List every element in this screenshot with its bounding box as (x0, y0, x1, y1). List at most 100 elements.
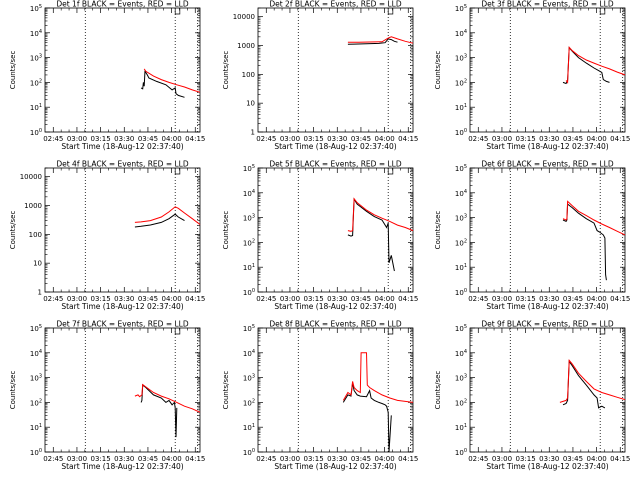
x-tick-label: 03:30 (539, 135, 559, 143)
x-axis-label: Start Time (18-Aug-12 02:37:40) (274, 462, 396, 471)
x-tick-label: 03:15 (304, 295, 324, 303)
interval-bracket (387, 328, 394, 335)
x-tick-label: 03:00 (492, 135, 512, 143)
x-tick-label: 03:30 (327, 455, 347, 463)
detector-panel-2: Det 2f BLACK = Events, RED = LLD 1 10 100 10… (222, 0, 418, 151)
detector-panel-6: Det 6f BLACK = Events, RED = LLD 100 101 10… (434, 160, 630, 312)
x-tick-label: 03:15 (304, 455, 324, 463)
x-tick-label: 02:45 (256, 295, 276, 303)
x-tick-label: 04:00 (375, 455, 395, 463)
y-tick-label: 104 (455, 29, 467, 38)
x-axis-label: Start Time (18-Aug-12 02:37:40) (61, 142, 183, 151)
y-tick-label: 103 (243, 214, 255, 223)
panel-title: Det 3f BLACK = Events, RED = LLD (481, 0, 614, 9)
panel-title: Det 6f BLACK = Events, RED = LLD (481, 160, 614, 169)
y-tick-label: 105 (30, 324, 42, 333)
x-axis-label: Start Time (18-Aug-12 02:37:40) (61, 302, 183, 311)
y-tick-label: 103 (30, 54, 42, 63)
x-tick-label: 02:45 (468, 455, 488, 463)
y-tick-label: 105 (30, 4, 42, 13)
y-tick-label: 103 (455, 54, 467, 63)
x-tick-label: 02:45 (43, 295, 63, 303)
x-tick-label: 04:15 (398, 135, 418, 143)
y-axis-label: Counts/sec (222, 51, 230, 90)
x-tick-label: 02:45 (43, 135, 63, 143)
y-tick-label: 101 (455, 263, 467, 272)
x-tick-label: 03:30 (539, 455, 559, 463)
x-tick-label: 03:00 (67, 455, 87, 463)
x-tick-label: 02:45 (256, 455, 276, 463)
x-tick-label: 03:15 (516, 295, 536, 303)
x-tick-label: 04:15 (398, 455, 418, 463)
plot-frame (257, 7, 414, 133)
y-tick-label: 105 (455, 324, 467, 333)
x-tick-label: 04:15 (610, 135, 630, 143)
interval-bracket (174, 8, 181, 15)
lld-series-line (347, 36, 414, 44)
panel-title: Det 7f BLACK = Events, RED = LLD (56, 320, 189, 329)
x-tick-label: 03:00 (492, 295, 512, 303)
x-tick-label: 04:15 (398, 295, 418, 303)
y-tick-label: 101 (243, 423, 255, 432)
x-tick-label: 04:15 (610, 455, 630, 463)
interval-bracket (387, 168, 394, 175)
detector-panel-7: Det 7f BLACK = Events, RED = LLD 100 101 10… (9, 320, 205, 472)
x-axis-label: Start Time (18-Aug-12 02:37:40) (274, 142, 396, 151)
x-tick-label: 03:45 (563, 295, 583, 303)
y-tick-label: 100 (243, 448, 255, 457)
detector-panel-9: Det 9f BLACK = Events, RED = LLD 100 101 10… (434, 320, 630, 472)
y-tick-label: 103 (455, 374, 467, 383)
y-tick-label: 10 (246, 100, 255, 108)
y-tick-label: 102 (243, 398, 255, 407)
x-tick-label: 03:30 (327, 135, 347, 143)
y-tick-label: 101 (243, 263, 255, 272)
x-axis-label: Start Time (18-Aug-12 02:37:40) (61, 462, 183, 471)
y-tick-label: 102 (455, 238, 467, 247)
events-series-line (342, 383, 392, 453)
lld-series-line (342, 352, 414, 403)
x-tick-label: 03:15 (516, 135, 536, 143)
y-tick-label: 104 (455, 189, 467, 198)
x-tick-label: 03:30 (539, 295, 559, 303)
x-axis-label: Start Time (18-Aug-12 02:37:40) (486, 302, 608, 311)
plot-frame (469, 167, 626, 293)
events-series-line (140, 384, 178, 438)
interval-bracket (599, 328, 606, 335)
y-tick-label: 102 (455, 78, 467, 87)
x-tick-label: 04:15 (185, 295, 205, 303)
y-axis-label: Counts/sec (222, 371, 230, 410)
y-axis-label: Counts/sec (9, 371, 17, 410)
y-tick-label: 104 (30, 29, 42, 38)
detector-panel-3: Det 3f BLACK = Events, RED = LLD 100 101 10… (434, 0, 630, 151)
x-tick-label: 03:00 (280, 455, 300, 463)
x-axis-label: Start Time (18-Aug-12 02:37:40) (486, 462, 608, 471)
y-tick-label: 105 (455, 164, 467, 173)
y-tick-label: 1 (38, 289, 42, 297)
y-tick-label: 103 (30, 374, 42, 383)
y-tick-label: 100 (242, 71, 255, 79)
lld-series-line (347, 197, 414, 232)
y-tick-label: 100 (30, 448, 42, 457)
y-tick-label: 100 (455, 128, 467, 137)
y-tick-label: 10000 (20, 173, 42, 181)
y-tick-label: 103 (455, 214, 467, 223)
plot-frame (44, 7, 201, 133)
events-series-line (562, 46, 610, 85)
x-tick-label: 04:00 (375, 135, 395, 143)
panel-title: Det 4f BLACK = Events, RED = LLD (56, 160, 189, 169)
detector-panel-1: Det 1f BLACK = Events, RED = LLD 100 101 10… (9, 0, 205, 151)
y-tick-label: 104 (30, 349, 42, 358)
plot-frame (469, 7, 626, 133)
x-tick-label: 03:45 (563, 455, 583, 463)
x-tick-label: 02:45 (43, 455, 63, 463)
detector-panel-4: Det 4f BLACK = Events, RED = LLD 1 10 100 10… (9, 160, 205, 312)
y-tick-label: 103 (243, 374, 255, 383)
y-axis-label: Counts/sec (434, 51, 442, 90)
lld-series-line (565, 46, 626, 84)
x-tick-label: 04:00 (162, 295, 182, 303)
interval-bracket (174, 328, 181, 335)
panel-title: Det 2f BLACK = Events, RED = LLD (269, 0, 402, 9)
x-tick-label: 04:00 (587, 455, 607, 463)
y-tick-label: 100 (29, 231, 42, 239)
x-axis-label: Start Time (18-Aug-12 02:37:40) (274, 302, 396, 311)
